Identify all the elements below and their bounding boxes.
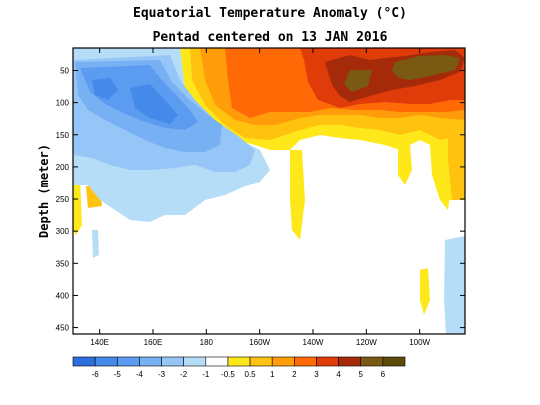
anomaly-contour-neg4b [130,84,178,124]
cold-patch-deep [92,230,99,258]
warm-tongue-140w [290,150,305,240]
plot-frame [72,47,466,335]
x-tick-label: 100W [409,338,430,347]
anomaly-contour-6a [344,70,372,92]
colorbar-swatch [360,356,384,367]
warm-patch-west [73,180,82,235]
y-axis: 50 100 150 200 250 300 350 400 450 [56,66,465,333]
colorbar-label: 4 [336,370,341,379]
colorbar-swatch [139,356,162,367]
colorbar-label: 6 [381,370,386,379]
x-tick-label: 180 [200,338,214,347]
colorbar-label: -4 [136,370,144,379]
warm-tongue-110w [398,145,412,185]
colorbar-swatch [183,356,207,367]
colorbar-label: -0.5 [221,370,235,379]
y-tick-label: 300 [56,227,70,236]
colorbar-label: -6 [92,370,100,379]
colorbar-swatch [338,356,362,367]
colorbar-swatch [161,356,184,367]
colorbar-label: 1 [270,370,275,379]
warm-patch-deep [420,268,430,315]
y-tick-label: 400 [56,291,70,300]
anomaly-contour-neg4a [92,78,118,100]
x-axis: 140E 160E 180 160W 140W 120W 100W [90,48,431,347]
x-tick-label: 160E [144,338,163,347]
colorbar-label: 5 [359,370,364,379]
chart-subtitle: Pentad centered on 13 JAN 2016 [152,30,388,45]
heatmap-field [73,48,465,334]
warm-tongue-100w [430,140,452,210]
x-tick-label: 140W [303,338,324,347]
colorbar-label: -5 [114,370,122,379]
colorbar-swatch [116,356,140,367]
colorbar-label: 0.5 [245,370,257,379]
colorbar-swatch [72,356,96,367]
y-axis-label: Depth (meter) [37,144,51,238]
colorbar-swatch [271,356,295,367]
anomaly-contour-6b [392,55,460,80]
colorbar-swatch [316,356,339,367]
cold-patch-east [444,236,465,334]
colorbar-label: 2 [292,370,297,379]
y-tick-label: 250 [56,195,70,204]
colorbar-label: -1 [202,370,210,379]
y-tick-label: 350 [56,259,70,268]
colorbar-swatch [227,356,251,367]
colorbar-label: -2 [180,370,188,379]
y-tick-label: 200 [56,163,70,172]
x-tick-label: 120W [356,338,377,347]
colorbar-label: 3 [314,370,319,379]
colorbar-swatch [249,356,273,367]
colorbar-swatch [94,356,118,367]
chart-title: Equatorial Temperature Anomaly (°C) [133,6,407,21]
colorbar-swatch [382,356,406,367]
colorbar-swatch [205,356,229,367]
colorbar-label: -3 [158,370,166,379]
x-tick-label: 160W [249,338,270,347]
y-tick-label: 100 [56,99,70,108]
x-tick-label: 140E [90,338,109,347]
y-tick-label: 50 [60,66,69,75]
colorbar: -6 -5 -4 -3 -2 -1 -0.5 0.5 1 2 3 4 5 6 [72,356,406,379]
y-tick-label: 450 [56,324,70,333]
warm-east-boundary [448,120,465,200]
y-tick-label: 150 [56,131,70,140]
colorbar-swatch [294,356,317,367]
